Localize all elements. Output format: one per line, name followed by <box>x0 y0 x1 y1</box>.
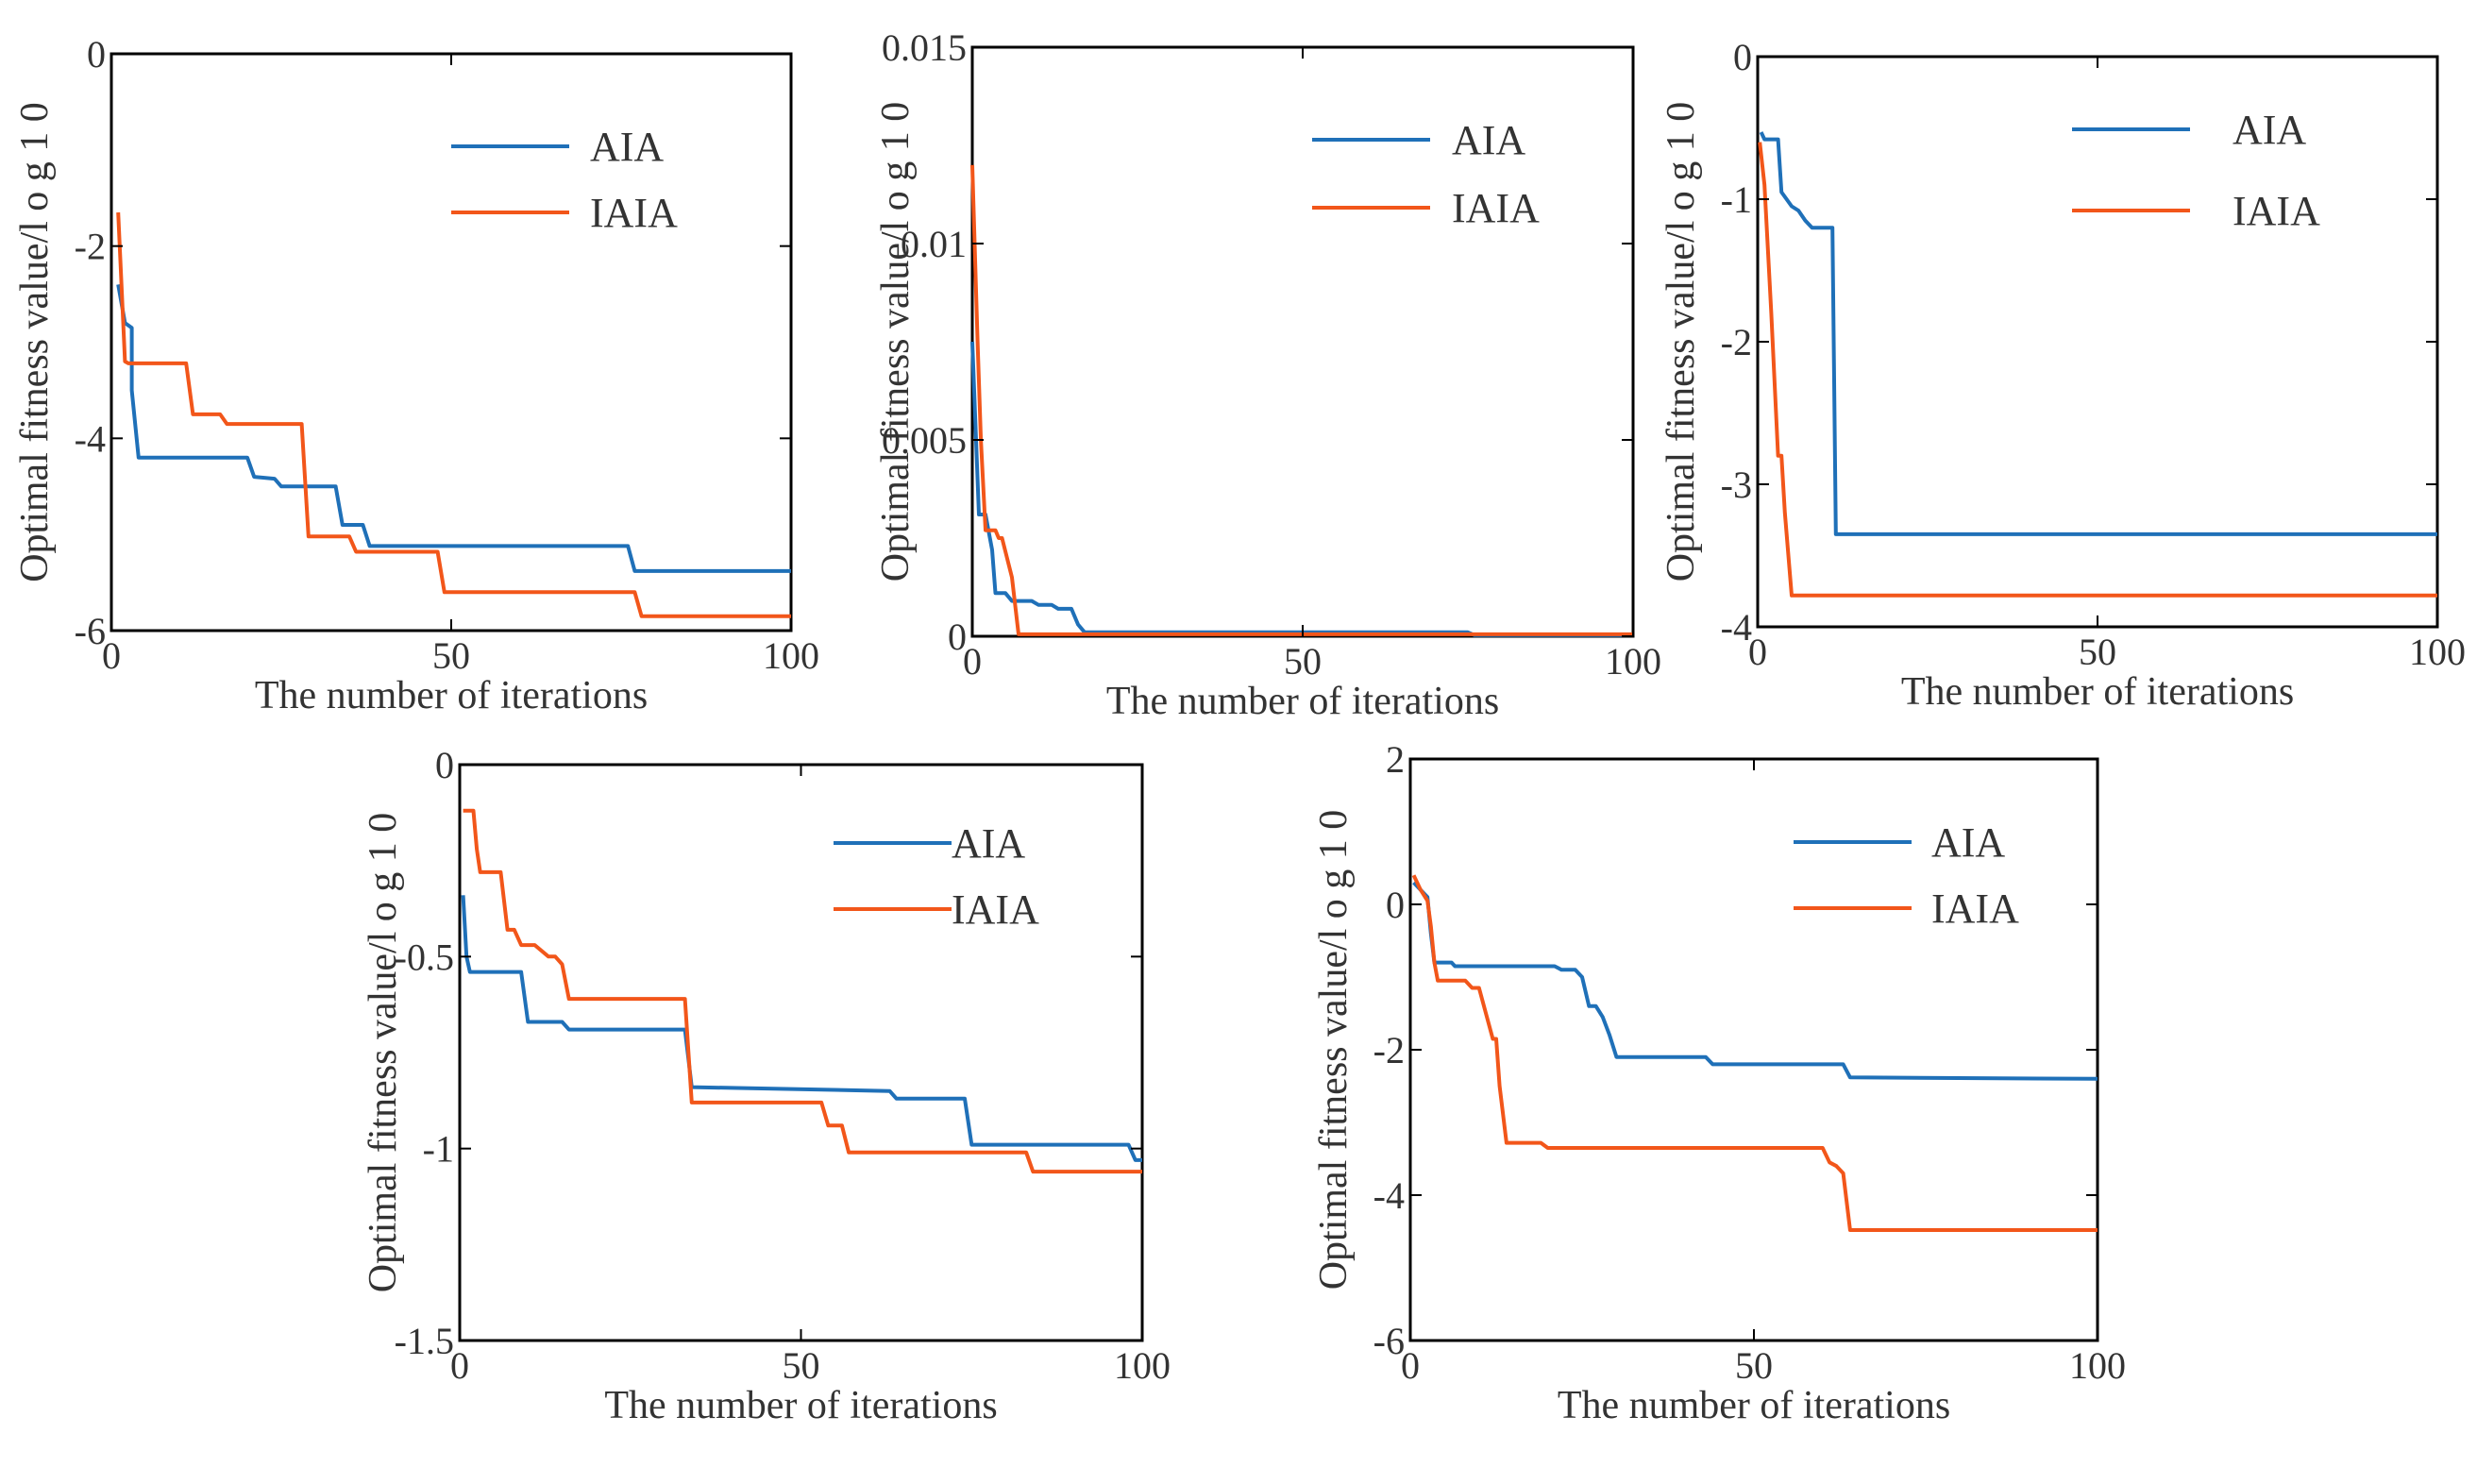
axes-frame <box>110 52 793 632</box>
y-tick-label: 0.01 <box>901 223 967 265</box>
y-tick-label: -1 <box>423 1128 454 1171</box>
series-line-iaia <box>1411 874 2098 1232</box>
x-tick-label: 50 <box>783 1344 820 1387</box>
y-tick-label: -2 <box>1373 1029 1405 1071</box>
x-axis-label: The number of iterations <box>255 674 648 717</box>
y-tick-label: 0 <box>87 33 106 76</box>
x-axis-label: The number of iterations <box>1558 1384 1950 1427</box>
chart-panel-5: 0 50 100 -6 -4 -2 0 2 The number of iterations Op… <box>1312 738 2126 1427</box>
y-tick-label: -2 <box>1721 321 1752 363</box>
x-tick-label: 0 <box>102 634 121 677</box>
y-tick-label: -1.5 <box>395 1320 454 1362</box>
axes-frame <box>970 45 1635 638</box>
x-tick-label: 50 <box>1284 640 1322 683</box>
chart-panel-3: 0 50 100 -4 -3 -2 -1 0 The number of iterations O… <box>1660 36 2466 714</box>
x-tick-label: 50 <box>432 634 470 677</box>
y-tick-label: -4 <box>75 417 106 460</box>
legend-label-aia: AIA <box>1931 819 2005 866</box>
series-line-aia <box>461 895 1142 1162</box>
y-tick-label: -3 <box>1721 464 1752 506</box>
y-tick-label: 0 <box>948 616 967 658</box>
chart-panel-1: 0 50 100 -6 -4 -2 0 The number of iterations Opt… <box>13 33 819 717</box>
series-line-iaia <box>1758 142 2437 598</box>
x-tick-label: 0 <box>1401 1344 1420 1387</box>
x-tick-label: 0 <box>963 640 982 683</box>
y-tick-label: -4 <box>1373 1174 1405 1217</box>
legend-label-iaia: IAIA <box>1931 885 2019 932</box>
x-axis-label: The number of iterations <box>1106 680 1499 723</box>
x-tick-label: 100 <box>1114 1344 1171 1387</box>
legend-label-aia: AIA <box>2233 107 2306 153</box>
y-tick-label: -6 <box>1373 1320 1405 1362</box>
series-line-aia <box>116 284 791 573</box>
y-axis-label: Optimal fitness value/l o g 1 0 <box>1660 102 1703 582</box>
y-axis-label: Optimal fitness value/l o g 1 0 <box>1312 810 1356 1290</box>
x-axis-label: The number of iterations <box>1901 670 2294 714</box>
legend-label-iaia: IAIA <box>1452 185 1540 231</box>
legend-label-iaia: IAIA <box>2233 188 2320 234</box>
legend-label-iaia: IAIA <box>952 886 1039 933</box>
legend-label-aia: AIA <box>1452 117 1525 163</box>
y-tick-label: 0 <box>435 744 454 786</box>
legend-label-aia: AIA <box>590 124 664 170</box>
y-axis-label: Optimal fitness value/l o g 1 0 <box>13 102 57 582</box>
legend-label-iaia: IAIA <box>590 190 678 236</box>
y-tick-label: 2 <box>1386 738 1405 781</box>
axes-frame <box>1756 55 2439 629</box>
chart-panel-2: 0 50 100 0 0.005 0.01 0.015 The number of itera… <box>874 26 1661 723</box>
legend-label-aia: AIA <box>952 820 1025 867</box>
x-tick-label: 50 <box>2079 631 2116 673</box>
y-tick-label: 0 <box>1733 36 1752 78</box>
y-tick-label: -2 <box>75 226 106 268</box>
y-tick-label: 0 <box>1386 884 1405 926</box>
x-tick-label: 0 <box>450 1344 469 1387</box>
y-axis-label: Optimal fitness value/l o g 1 0 <box>362 813 405 1293</box>
x-tick-label: 100 <box>1605 640 1661 683</box>
y-tick-label: -1 <box>1721 178 1752 221</box>
x-tick-label: 100 <box>2069 1344 2126 1387</box>
series-line-aia <box>1759 131 2437 536</box>
series-line-iaia <box>463 808 1142 1174</box>
x-tick-label: 100 <box>2409 631 2466 673</box>
x-tick-label: 50 <box>1735 1344 1773 1387</box>
x-axis-label: The number of iterations <box>604 1384 997 1427</box>
chart-panel-4: 0 50 100 -1.5 -1 -0.5 0 The number of iteration… <box>362 744 1171 1427</box>
y-tick-label: -6 <box>75 610 106 652</box>
y-tick-label: 0.015 <box>882 26 967 69</box>
y-tick-label: 0.005 <box>882 419 967 462</box>
x-tick-label: 100 <box>763 634 819 677</box>
y-tick-label: -4 <box>1721 606 1752 649</box>
x-tick-label: 0 <box>1748 631 1767 673</box>
series-line-aia <box>970 341 1633 637</box>
y-axis-label: Optimal fitness value/l o g 1 0 <box>874 102 918 582</box>
axes-frame <box>458 763 1144 1342</box>
series-line-iaia <box>116 211 791 618</box>
series-line-iaia <box>970 164 1633 636</box>
y-tick-label: -0.5 <box>395 936 454 978</box>
